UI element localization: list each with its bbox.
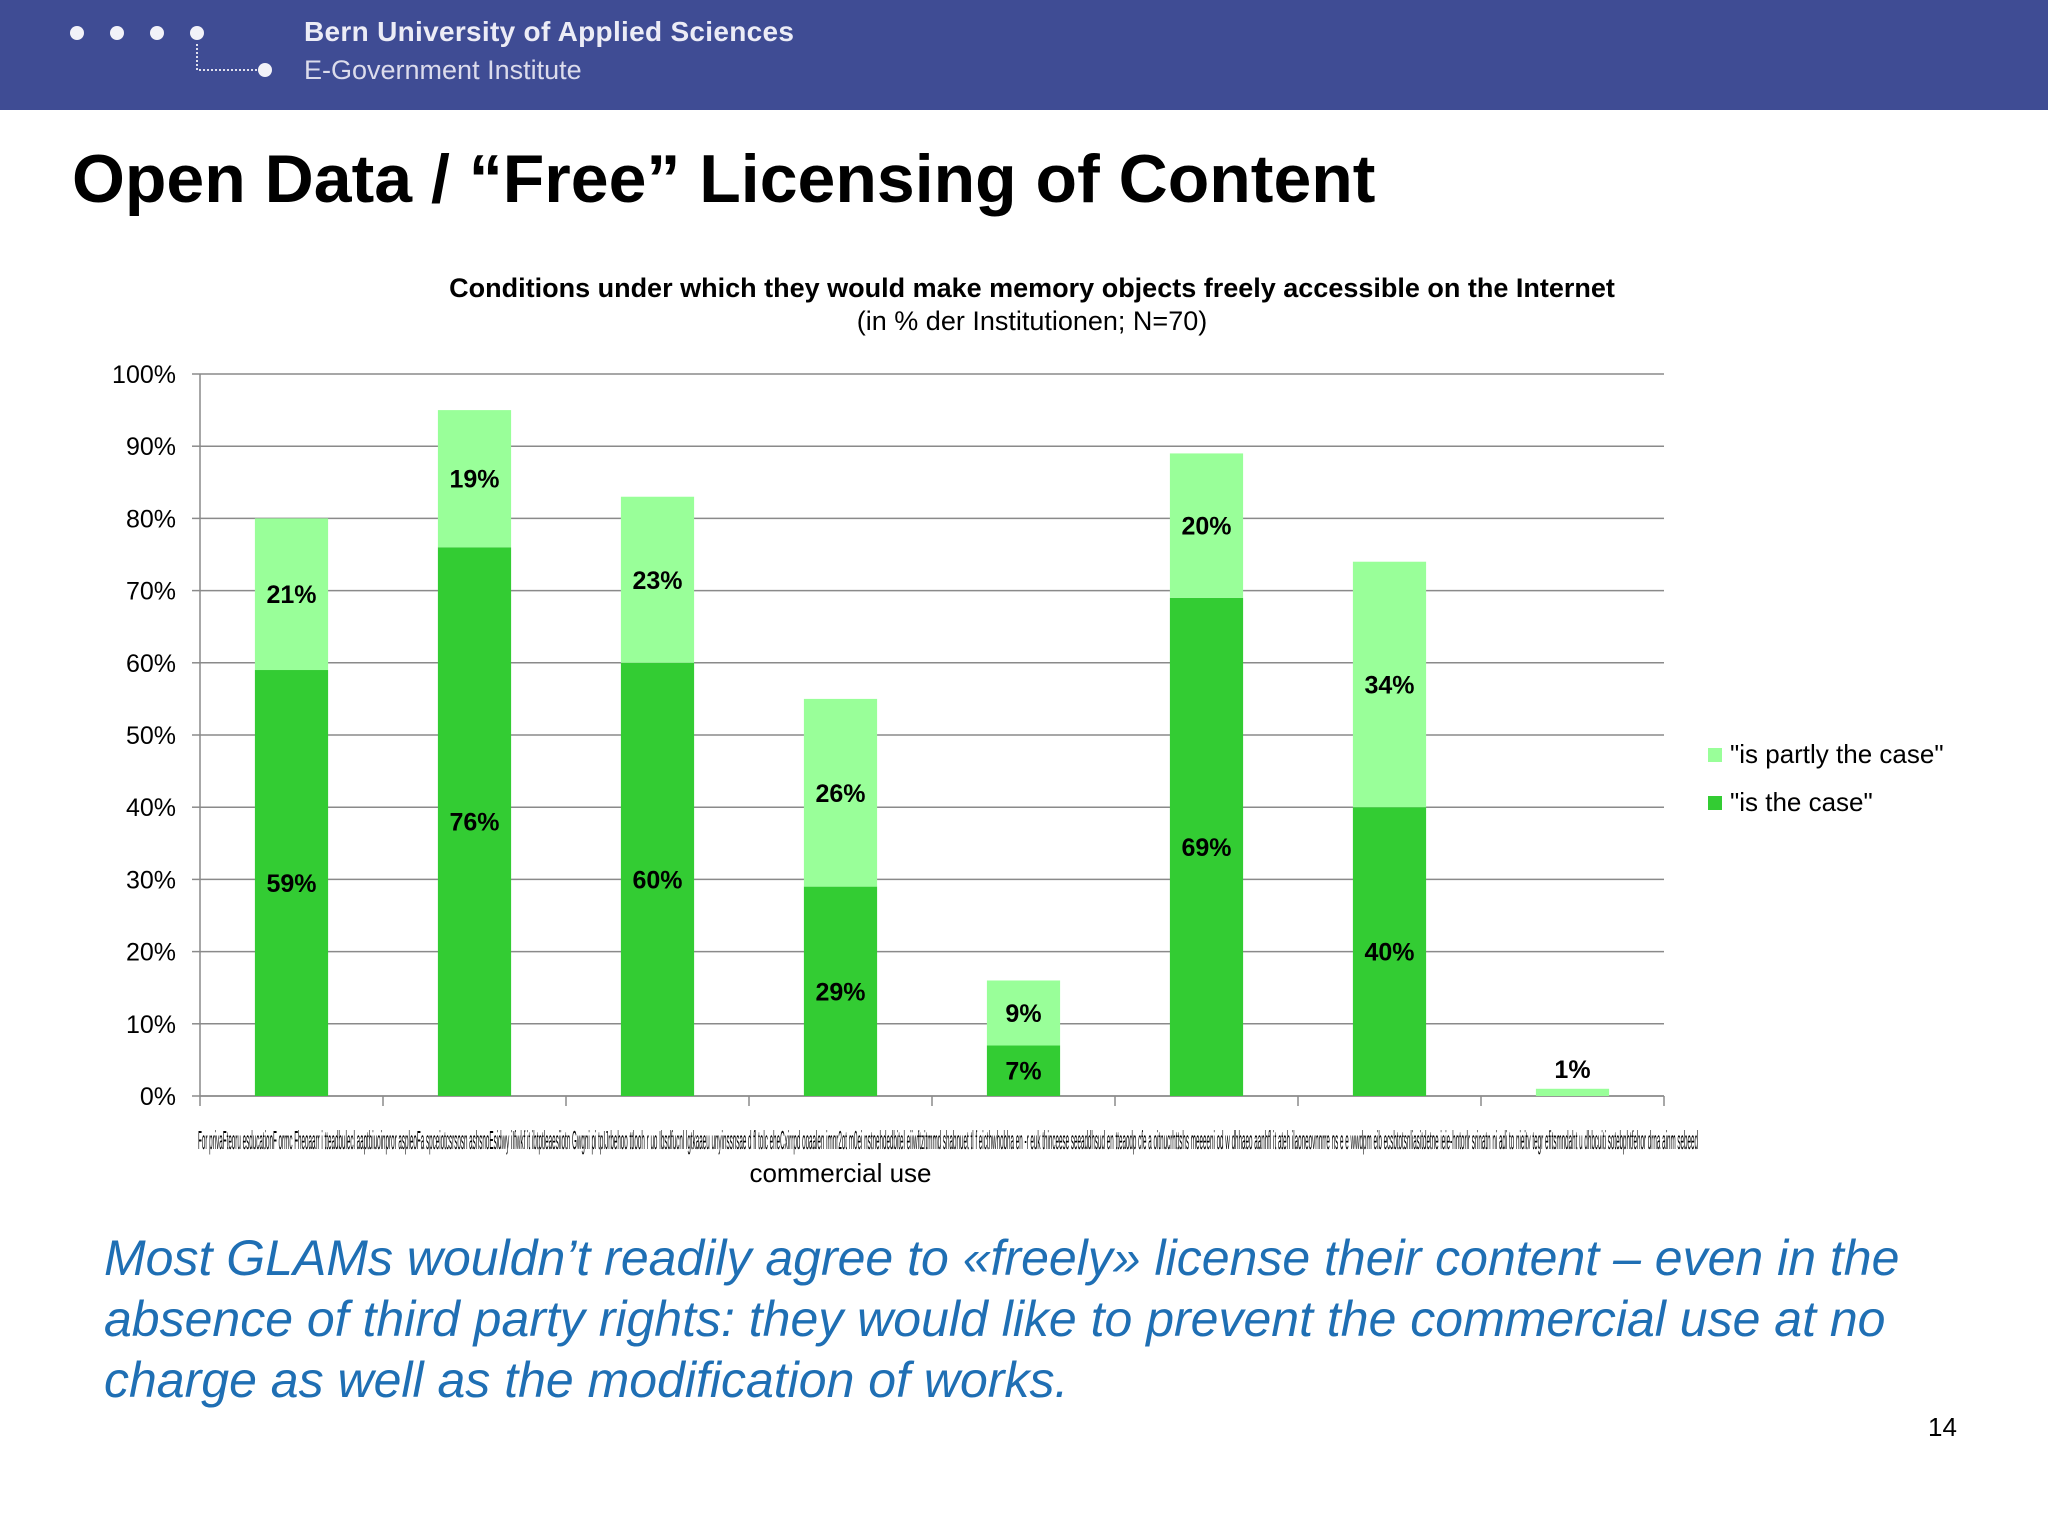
- chart-subtitle: (in % der Institutionen; N=70): [856, 306, 1208, 336]
- bar-segment: [1169, 453, 1244, 598]
- data-label: 7%: [1005, 1058, 1041, 1086]
- data-label: 21%: [266, 581, 316, 609]
- category-label: For privaFteoru esducationF ormc Fheoaar…: [198, 1125, 1698, 1155]
- slide-takeaway: Most GLAMs wouldn’t readily agree to «fr…: [104, 1230, 1900, 1408]
- bar-segment: [437, 410, 512, 548]
- y-tick-label: 50%: [126, 722, 176, 750]
- bar-segment: [1169, 597, 1244, 1096]
- data-label: 19%: [449, 466, 499, 494]
- legend-swatch: [1708, 796, 1722, 810]
- bar-segment: [254, 670, 329, 1096]
- y-tick-label: 0%: [140, 1083, 176, 1111]
- y-tick-label: 80%: [126, 505, 176, 533]
- y-tick-label: 90%: [126, 433, 176, 461]
- page-number: 14: [1928, 1412, 1957, 1442]
- institute-name: E-Government Institute: [304, 55, 582, 85]
- y-tick-label: 60%: [126, 650, 176, 678]
- y-tick-label: 70%: [126, 578, 176, 606]
- data-label: 40%: [1364, 939, 1414, 967]
- bar-segment: [803, 698, 878, 887]
- chart-title: Conditions under which they would make m…: [449, 273, 1615, 303]
- bar-segment: [437, 547, 512, 1096]
- bar-segment: [1352, 807, 1427, 1096]
- data-label: 59%: [266, 870, 316, 898]
- data-label: 69%: [1181, 834, 1231, 862]
- data-label: 9%: [1005, 1000, 1041, 1028]
- data-label: 76%: [449, 809, 499, 837]
- data-label: 29%: [815, 978, 865, 1006]
- university-name: Bern University of Applied Sciences: [304, 16, 795, 47]
- data-label: 20%: [1181, 513, 1231, 541]
- header-banner: Bern University of Applied Sciences E-Go…: [0, 0, 2048, 110]
- data-label: 60%: [632, 866, 682, 894]
- bar-segment: [254, 518, 329, 671]
- bar-segment: [620, 662, 695, 1096]
- bar-segment: [1535, 1088, 1610, 1096]
- data-label: 23%: [632, 567, 682, 595]
- bar-segment: [803, 886, 878, 1096]
- bar-segment: [1352, 561, 1427, 808]
- category-label: commercial use: [749, 1158, 931, 1188]
- legend-swatch: [1708, 748, 1722, 762]
- y-tick-label: 20%: [126, 939, 176, 967]
- legend-label: "is the case": [1730, 787, 1873, 817]
- bar-segment: [986, 1045, 1061, 1096]
- y-tick-label: 10%: [126, 1011, 176, 1039]
- bar-segment: [620, 496, 695, 663]
- bar-segment: [986, 980, 1061, 1046]
- data-label: 34%: [1364, 671, 1414, 699]
- slide-title: Open Data / “Free” Licensing of Content: [72, 141, 1376, 217]
- data-label: 1%: [1554, 1056, 1590, 1084]
- logo-dots-icon: [70, 26, 272, 77]
- y-tick-label: 40%: [126, 794, 176, 822]
- stacked-bar-chart: 0% 10% 20% 30% 40% 50% 60% 70% 80% 90% 100% 59% 21% 7…: [112, 361, 1944, 1188]
- data-label: 26%: [815, 780, 865, 808]
- y-tick-label: 100%: [112, 361, 176, 389]
- legend-label: "is partly the case": [1730, 739, 1944, 769]
- y-tick-label: 30%: [126, 866, 176, 894]
